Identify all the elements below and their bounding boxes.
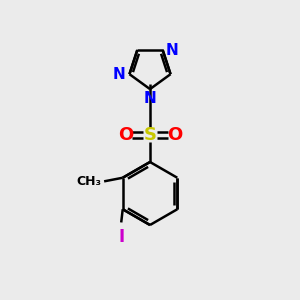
Text: I: I	[118, 228, 124, 246]
Text: O: O	[167, 126, 182, 144]
Text: N: N	[144, 91, 156, 106]
Text: S: S	[143, 126, 157, 144]
Text: N: N	[113, 67, 126, 82]
Text: CH₃: CH₃	[76, 175, 101, 188]
Text: N: N	[166, 43, 178, 58]
Text: O: O	[118, 126, 133, 144]
